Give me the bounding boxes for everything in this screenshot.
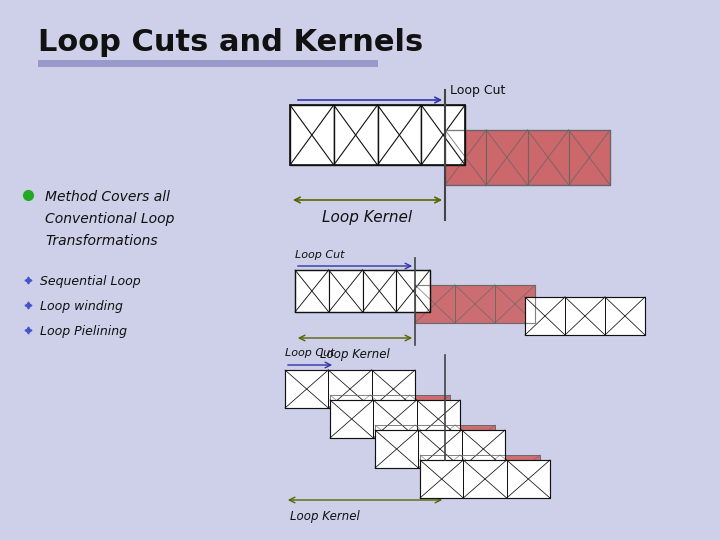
Bar <box>374 400 417 438</box>
Text: Loop Cut: Loop Cut <box>450 84 505 97</box>
Text: Loop Cut: Loop Cut <box>285 348 335 358</box>
Bar <box>362 270 396 312</box>
Text: Loop Kernel: Loop Kernel <box>290 510 360 523</box>
Bar <box>410 395 450 428</box>
Bar <box>377 105 421 165</box>
Bar <box>370 395 410 428</box>
Bar <box>445 130 486 185</box>
Bar <box>418 430 462 468</box>
Bar <box>421 105 465 165</box>
Bar <box>462 430 505 468</box>
Bar <box>507 460 550 498</box>
Bar <box>420 455 460 488</box>
Text: Transformations: Transformations <box>45 234 158 248</box>
Text: Method Covers all: Method Covers all <box>45 190 170 204</box>
Text: Sequential Loop: Sequential Loop <box>40 275 140 288</box>
Bar <box>445 130 610 185</box>
Bar <box>420 455 540 488</box>
Bar <box>460 455 500 488</box>
Bar <box>417 400 460 438</box>
Bar <box>330 395 450 428</box>
Text: Loop Cuts and Kernels: Loop Cuts and Kernels <box>38 28 423 57</box>
Bar <box>372 370 415 408</box>
Text: Conventional Loop: Conventional Loop <box>45 212 174 226</box>
Bar <box>500 455 540 488</box>
Bar <box>330 400 460 438</box>
Bar <box>285 370 328 408</box>
Bar <box>375 430 505 468</box>
Bar <box>525 297 565 335</box>
Bar <box>38 60 378 67</box>
Bar <box>565 297 605 335</box>
Bar <box>328 370 372 408</box>
Bar <box>396 270 430 312</box>
Bar <box>334 105 377 165</box>
Bar <box>420 460 550 498</box>
Bar <box>375 430 418 468</box>
Text: Loop Cut: Loop Cut <box>295 250 344 260</box>
Text: Loop winding: Loop winding <box>40 300 123 313</box>
Bar <box>415 425 455 458</box>
Bar <box>415 285 535 323</box>
Bar <box>528 130 569 185</box>
Bar <box>486 130 528 185</box>
Text: Loop Kernel: Loop Kernel <box>320 348 390 361</box>
Bar <box>285 370 415 408</box>
Bar <box>415 285 455 323</box>
Bar <box>295 270 329 312</box>
Bar <box>464 460 507 498</box>
Bar <box>375 425 495 458</box>
Text: Loop Pielining: Loop Pielining <box>40 325 127 338</box>
Bar <box>495 285 535 323</box>
Bar <box>420 460 464 498</box>
Bar <box>525 297 645 335</box>
Bar <box>329 270 362 312</box>
Bar <box>455 425 495 458</box>
Bar <box>330 400 374 438</box>
Bar <box>290 105 334 165</box>
Bar <box>290 105 465 165</box>
Bar <box>455 285 495 323</box>
Bar <box>375 425 415 458</box>
Bar <box>295 270 430 312</box>
Bar <box>330 395 370 428</box>
Bar <box>605 297 645 335</box>
Text: Loop Kernel: Loop Kernel <box>323 210 413 225</box>
Bar <box>569 130 610 185</box>
